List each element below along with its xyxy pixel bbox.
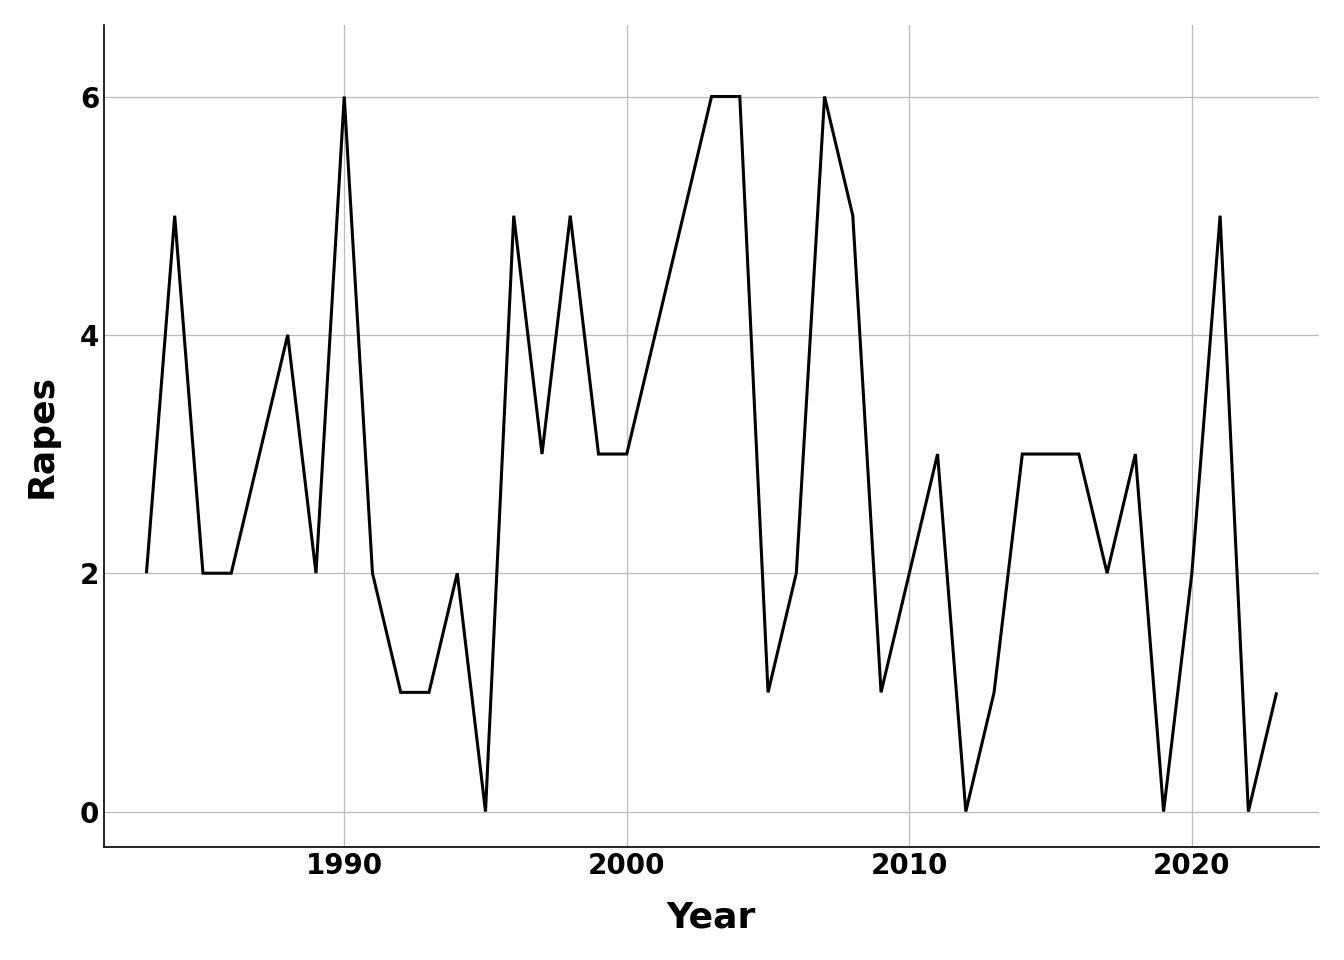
X-axis label: Year: Year [667, 901, 757, 935]
Y-axis label: Rapes: Rapes [26, 374, 59, 498]
